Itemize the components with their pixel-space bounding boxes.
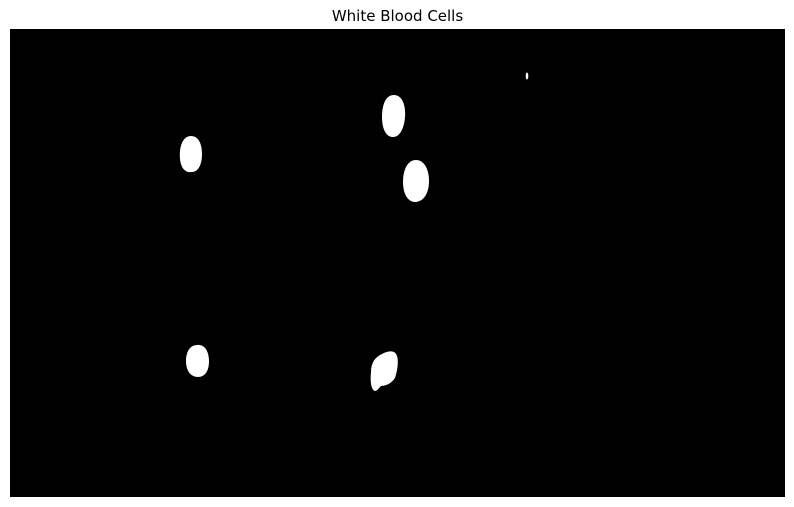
mask-canvas	[10, 29, 785, 497]
cell-blob-2	[179, 136, 202, 173]
cell-blob-3	[403, 160, 429, 202]
cell-blob-1	[382, 95, 406, 137]
cell-blob-4	[186, 344, 209, 377]
cell-blob-speck	[525, 72, 529, 80]
figure-title: White Blood Cells	[331, 7, 464, 25]
cell-blob-5	[370, 351, 398, 391]
segmentation-mask-image	[10, 29, 785, 497]
